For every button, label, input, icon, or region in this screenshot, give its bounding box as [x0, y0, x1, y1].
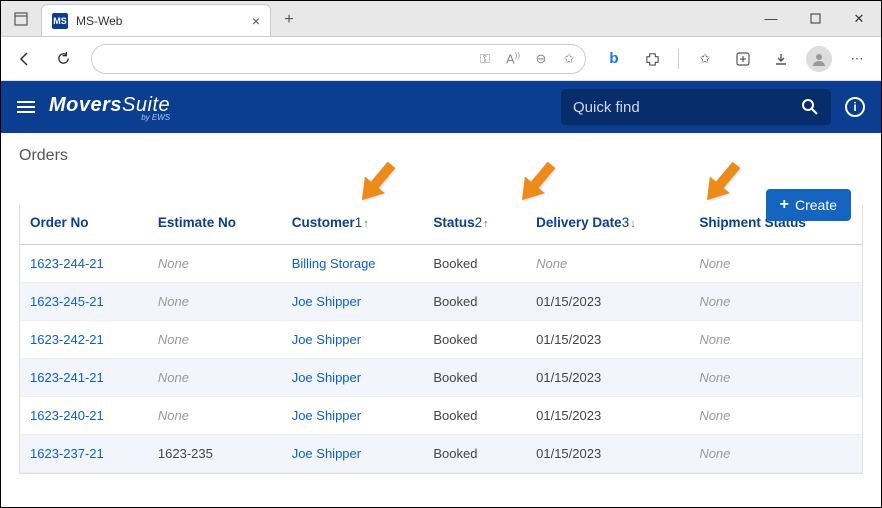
delivery-cell: 01/15/2023: [526, 321, 689, 359]
favorite-icon[interactable]: ✩: [559, 51, 579, 67]
order-no-cell[interactable]: 1623-244-21: [20, 245, 148, 283]
customer-cell[interactable]: Joe Shipper: [282, 435, 424, 473]
search-icon: [801, 98, 819, 116]
delivery-cell: 01/15/2023: [526, 435, 689, 473]
brand-logo: MoversSuite by EWS: [49, 94, 170, 121]
read-aloud-icon: A)): [503, 51, 523, 66]
status-cell: Booked: [423, 283, 526, 321]
col-customer[interactable]: Customer1↑: [282, 205, 424, 245]
page-content: Orders + Create Order No Estimate No Cus…: [1, 133, 881, 488]
address-bar[interactable]: ⚿ A)) ⊖ ✩: [91, 44, 586, 74]
estimate-cell: None: [148, 359, 282, 397]
new-tab-button[interactable]: +: [275, 6, 303, 34]
menu-button[interactable]: [17, 101, 35, 113]
tab-close-button[interactable]: ×: [252, 13, 260, 29]
downloads-button[interactable]: [765, 43, 797, 75]
favorites-button[interactable]: ✩: [689, 43, 721, 75]
table-row[interactable]: 1623-244-21NoneBilling StorageBookedNone…: [20, 245, 862, 283]
customer-cell[interactable]: Joe Shipper: [282, 359, 424, 397]
estimate-cell: None: [148, 283, 282, 321]
table-row[interactable]: 1623-242-21NoneJoe ShipperBooked01/15/20…: [20, 321, 862, 359]
col-order-no[interactable]: Order No: [20, 205, 148, 245]
col-delivery-date[interactable]: Delivery Date3↓: [526, 205, 689, 245]
estimate-cell: None: [148, 397, 282, 435]
window-controls: — ✕: [749, 1, 881, 36]
minimize-button[interactable]: —: [749, 1, 793, 36]
shipment-cell: None: [689, 245, 862, 283]
shipment-cell: None: [689, 397, 862, 435]
customer-cell[interactable]: Billing Storage: [282, 245, 424, 283]
refresh-button[interactable]: [47, 43, 79, 75]
bing-button[interactable]: b: [598, 43, 630, 75]
table-row[interactable]: 1623-240-21NoneJoe ShipperBooked01/15/20…: [20, 397, 862, 435]
plus-icon: +: [780, 196, 789, 214]
delivery-cell: 01/15/2023: [526, 397, 689, 435]
delivery-cell: 01/15/2023: [526, 359, 689, 397]
orders-table: Order No Estimate No Customer1↑ Status2↑…: [19, 205, 863, 474]
shipment-cell: None: [689, 283, 862, 321]
shipment-cell: None: [689, 321, 862, 359]
table-row[interactable]: 1623-245-21NoneJoe ShipperBooked01/15/20…: [20, 283, 862, 321]
key-icon: ⚿: [475, 51, 495, 67]
app-header: MoversSuite by EWS Quick find i: [1, 81, 881, 133]
order-no-cell[interactable]: 1623-240-21: [20, 397, 148, 435]
quick-find-input[interactable]: Quick find: [561, 89, 831, 125]
close-window-button[interactable]: ✕: [837, 1, 881, 36]
create-label: Create: [795, 197, 837, 213]
quick-find-placeholder: Quick find: [573, 99, 801, 116]
order-no-cell[interactable]: 1623-242-21: [20, 321, 148, 359]
estimate-cell: None: [148, 245, 282, 283]
browser-titlebar: MS MS-Web × + — ✕: [1, 1, 881, 37]
tab-favicon: MS: [52, 13, 68, 29]
customer-cell[interactable]: Joe Shipper: [282, 397, 424, 435]
customer-cell[interactable]: Joe Shipper: [282, 283, 424, 321]
more-button[interactable]: ⋯: [841, 43, 873, 75]
col-status[interactable]: Status2↑: [423, 205, 526, 245]
status-cell: Booked: [423, 397, 526, 435]
order-no-cell[interactable]: 1623-245-21: [20, 283, 148, 321]
extensions-button[interactable]: [636, 43, 668, 75]
tabs-overview-button[interactable]: [1, 1, 41, 36]
sort-asc-icon: ↑: [483, 218, 489, 230]
profile-button[interactable]: [803, 43, 835, 75]
zoom-icon: ⊖: [531, 51, 551, 67]
sort-desc-icon: ↓: [630, 218, 636, 230]
browser-toolbar: ⚿ A)) ⊖ ✩ b ✩ ⋯: [1, 37, 881, 81]
brand-main: Movers: [49, 94, 122, 116]
create-button[interactable]: + Create: [766, 189, 851, 221]
page-title: Orders: [19, 147, 863, 165]
status-cell: Booked: [423, 321, 526, 359]
shipment-cell: None: [689, 435, 862, 473]
delivery-cell: 01/15/2023: [526, 283, 689, 321]
order-no-cell[interactable]: 1623-237-21: [20, 435, 148, 473]
maximize-button[interactable]: [793, 1, 837, 36]
table-row[interactable]: 1623-237-211623-235Joe ShipperBooked01/1…: [20, 435, 862, 473]
shipment-cell: None: [689, 359, 862, 397]
estimate-cell: 1623-235: [148, 435, 282, 473]
toolbar-separator: [678, 49, 679, 69]
sort-asc-icon: ↑: [363, 218, 369, 230]
collections-button[interactable]: [727, 43, 759, 75]
status-cell: Booked: [423, 359, 526, 397]
browser-tab[interactable]: MS MS-Web ×: [41, 4, 271, 36]
col-estimate-no[interactable]: Estimate No: [148, 205, 282, 245]
customer-cell[interactable]: Joe Shipper: [282, 321, 424, 359]
table-row[interactable]: 1623-241-21NoneJoe ShipperBooked01/15/20…: [20, 359, 862, 397]
delivery-cell: None: [526, 245, 689, 283]
back-button[interactable]: [9, 43, 41, 75]
info-button[interactable]: i: [845, 97, 865, 117]
status-cell: Booked: [423, 245, 526, 283]
order-no-cell[interactable]: 1623-241-21: [20, 359, 148, 397]
estimate-cell: None: [148, 321, 282, 359]
status-cell: Booked: [423, 435, 526, 473]
tab-title: MS-Web: [76, 14, 244, 28]
